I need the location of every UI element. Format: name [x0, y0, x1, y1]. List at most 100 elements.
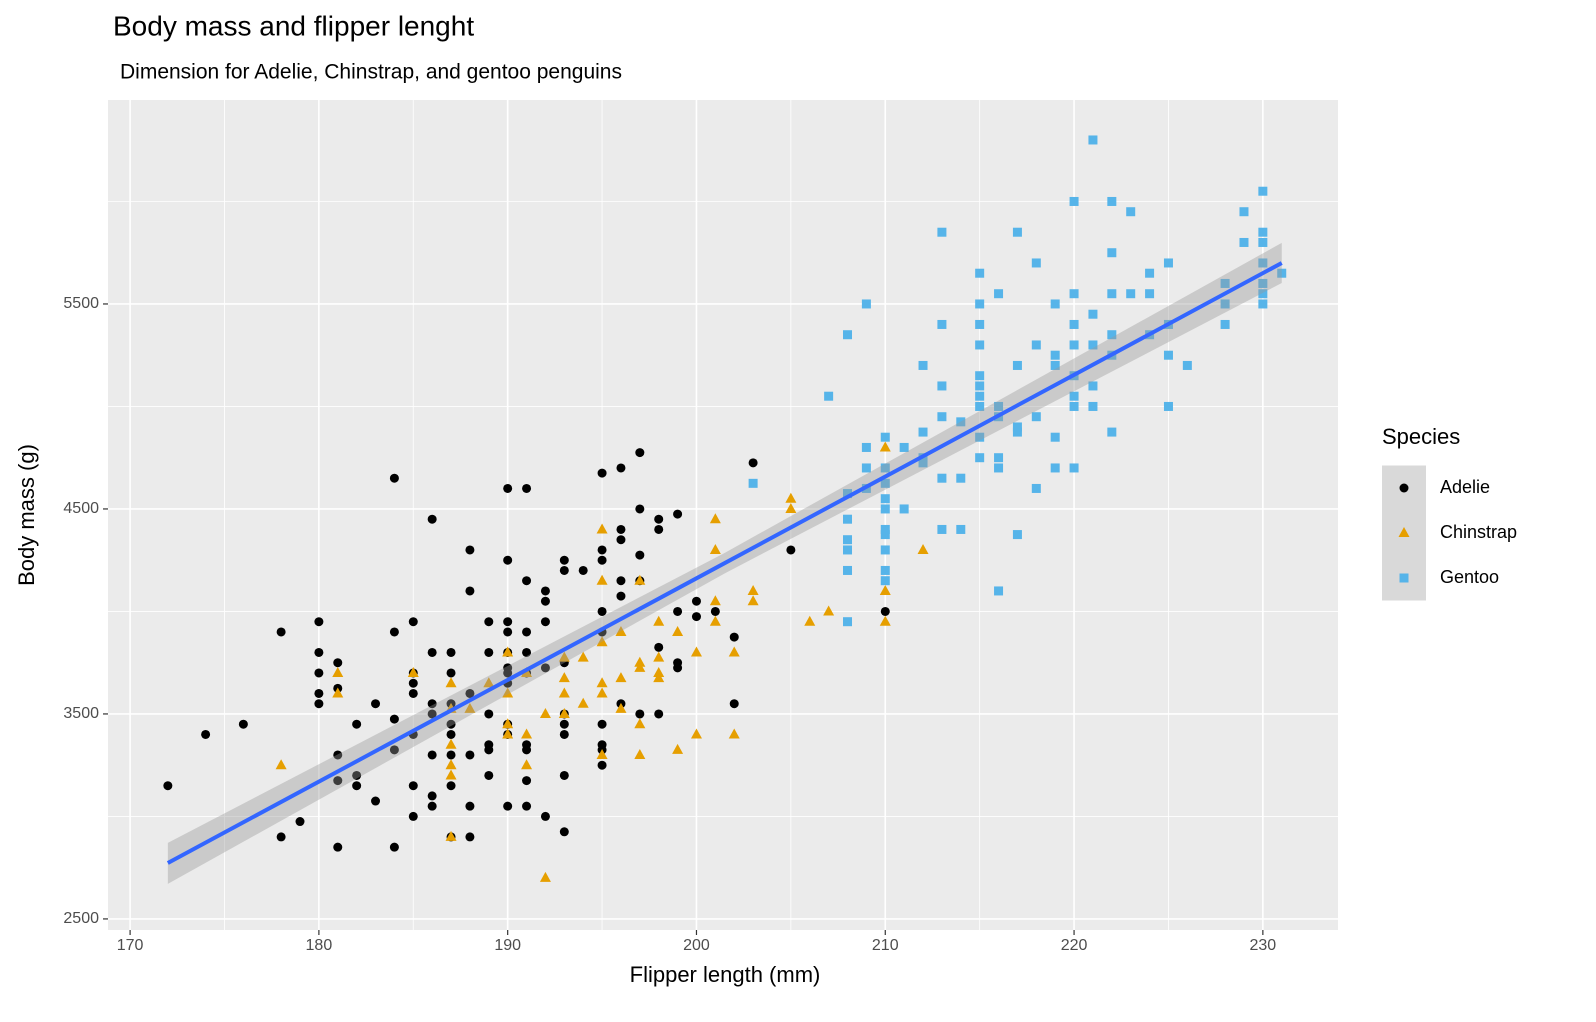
- data-point: [1258, 299, 1268, 309]
- data-point: [484, 617, 494, 627]
- data-point: [597, 555, 607, 565]
- data-point: [352, 719, 362, 729]
- data-point: [709, 595, 721, 606]
- data-point: [1050, 432, 1060, 442]
- x-tick-label: 180: [306, 937, 333, 954]
- data-point: [596, 677, 608, 688]
- data-point: [861, 463, 871, 473]
- data-point: [937, 524, 947, 534]
- data-point: [1107, 196, 1117, 206]
- data-point: [540, 586, 550, 596]
- data-point: [484, 647, 494, 657]
- data-point: [597, 760, 607, 770]
- data-point: [880, 530, 890, 540]
- data-point: [1239, 237, 1249, 247]
- data-point: [503, 668, 513, 678]
- data-point: [843, 617, 853, 627]
- data-point: [389, 745, 399, 755]
- data-point: [522, 576, 532, 586]
- x-tick-label: 170: [117, 937, 144, 954]
- data-point: [994, 586, 1004, 596]
- x-tick-label: 220: [1061, 937, 1088, 954]
- data-point: [1258, 227, 1268, 237]
- data-point: [1163, 350, 1173, 360]
- data-point: [332, 687, 344, 698]
- data-point: [1031, 412, 1041, 422]
- data-point: [559, 729, 569, 739]
- data-point: [1088, 401, 1098, 411]
- data-point: [880, 504, 890, 514]
- data-point: [880, 463, 890, 473]
- data-point: [975, 453, 985, 463]
- data-point: [522, 745, 532, 755]
- data-point: [1220, 278, 1230, 288]
- y-tick-label: 2500: [63, 910, 99, 927]
- data-point: [483, 677, 495, 688]
- data-point: [1107, 330, 1117, 340]
- data-point: [558, 672, 570, 683]
- data-point: [465, 545, 475, 555]
- data-point: [615, 625, 627, 636]
- data-point: [1258, 289, 1268, 299]
- y-axis-title: Body mass (g): [14, 444, 39, 586]
- data-point: [597, 719, 607, 729]
- data-point: [407, 666, 419, 677]
- data-point: [975, 391, 985, 401]
- data-point: [1069, 401, 1079, 411]
- data-point: [596, 636, 608, 647]
- data-point: [672, 743, 684, 754]
- plot-panel: [108, 100, 1338, 930]
- data-point: [824, 391, 834, 401]
- data-point: [465, 832, 475, 842]
- data-point: [653, 672, 665, 683]
- data-point: [1012, 360, 1022, 370]
- data-point: [408, 678, 418, 688]
- data-point: [937, 227, 947, 237]
- data-point: [427, 801, 437, 811]
- data-point: [445, 677, 457, 688]
- data-point: [616, 524, 626, 534]
- data-point: [917, 543, 929, 554]
- data-point: [861, 442, 871, 452]
- chart-subtitle: Dimension for Adelie, Chinstrap, and gen…: [120, 61, 622, 84]
- data-point: [1012, 422, 1022, 432]
- data-point: [314, 647, 324, 657]
- data-point: [709, 615, 721, 626]
- data-point: [333, 842, 343, 852]
- data-point: [408, 781, 418, 791]
- data-point: [502, 728, 514, 739]
- data-point: [785, 492, 797, 503]
- data-point: [464, 702, 476, 713]
- data-point: [275, 759, 287, 770]
- legend-symbol: [1398, 527, 1410, 537]
- data-point: [975, 371, 985, 381]
- data-point: [465, 586, 475, 596]
- data-point: [843, 330, 853, 340]
- data-point: [616, 576, 626, 586]
- data-point: [427, 750, 437, 760]
- data-point: [445, 738, 457, 749]
- data-point: [1012, 530, 1022, 540]
- data-point: [785, 502, 797, 513]
- data-point: [956, 473, 966, 483]
- data-point: [634, 661, 646, 672]
- data-point: [502, 718, 514, 729]
- data-point: [804, 615, 816, 626]
- data-point: [654, 514, 664, 524]
- data-point: [465, 750, 475, 760]
- data-point: [956, 417, 966, 427]
- data-point: [635, 448, 645, 458]
- data-point: [333, 776, 343, 786]
- data-point: [843, 535, 853, 545]
- data-point: [1050, 463, 1060, 473]
- data-point: [559, 565, 569, 575]
- data-point: [577, 697, 589, 708]
- data-point: [975, 268, 985, 278]
- data-point: [389, 842, 399, 852]
- data-point: [899, 504, 909, 514]
- x-tick-label: 190: [494, 937, 521, 954]
- data-point: [1069, 463, 1079, 473]
- data-point: [1088, 340, 1098, 350]
- data-point: [937, 412, 947, 422]
- data-point: [1069, 319, 1079, 329]
